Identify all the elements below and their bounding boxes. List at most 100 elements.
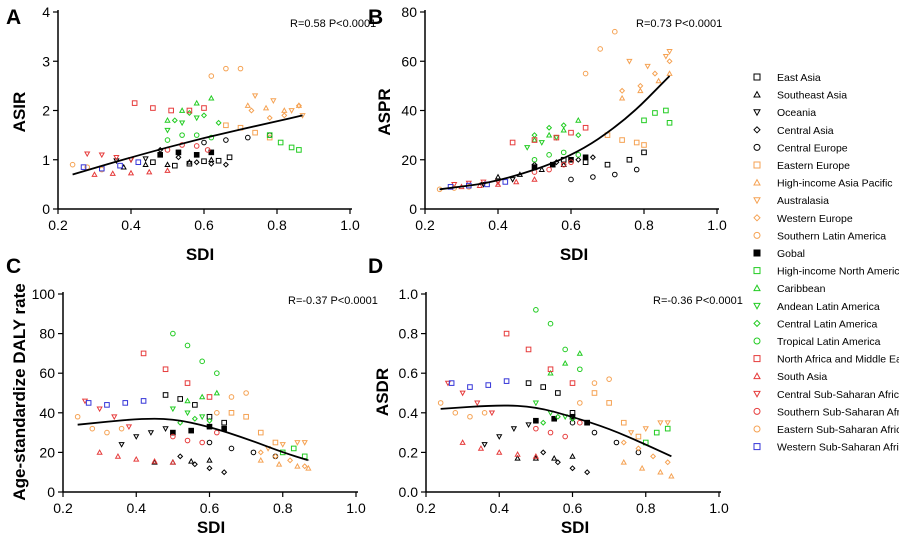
data-point [157, 152, 163, 158]
data-point [175, 149, 182, 156]
data-point [243, 390, 249, 396]
panel-c: C Age-standardize DALY rate SDI R=-0.37 … [6, 255, 378, 537]
x-tick-label: 0.8 [636, 500, 656, 516]
series-southern-sub-saharan-africa [170, 429, 220, 446]
data-point [89, 425, 96, 432]
data-point [666, 58, 673, 65]
legend-item-oceania: Oceania [753, 107, 816, 119]
data-point [184, 397, 191, 404]
data-point [164, 167, 171, 173]
data-point [575, 152, 582, 158]
data-point [208, 94, 215, 101]
x-tick-label: 0.2 [416, 500, 436, 516]
data-point [172, 162, 178, 169]
data-point [199, 439, 205, 446]
data-point [555, 390, 561, 396]
data-point [226, 154, 233, 161]
data-point [569, 465, 576, 472]
data-point [140, 350, 147, 357]
data-point [525, 346, 532, 353]
data-point [135, 159, 142, 166]
data-point [228, 394, 235, 400]
data-point [257, 429, 264, 436]
x-tick-label: 1.0 [709, 500, 729, 516]
y-tick-label: 60 [401, 53, 417, 69]
data-point [532, 453, 540, 459]
data-point [547, 320, 554, 327]
data-point [272, 453, 279, 460]
data-point [562, 359, 569, 366]
data-point [606, 400, 612, 406]
data-point [201, 105, 207, 111]
series-southern-sub-saharan-africa [164, 142, 211, 153]
series-southeast-asia [120, 156, 215, 170]
data-point [186, 158, 193, 165]
stat-annotation-c: R=-0.37 P<0.0001 [288, 295, 378, 307]
x-axis-title-c: SDI [197, 518, 225, 537]
data-point [626, 58, 633, 65]
legend-marker-icon [753, 337, 761, 345]
data-point [584, 469, 591, 476]
data-point [223, 122, 229, 129]
data-point [510, 426, 518, 432]
data-point [651, 70, 658, 77]
data-point [503, 330, 510, 337]
data-point [655, 77, 662, 84]
series-high-income-north-america [642, 425, 671, 446]
data-point [164, 127, 171, 134]
data-point [251, 93, 259, 100]
data-point [540, 384, 547, 390]
data-point [164, 161, 171, 168]
y-tick-label: 0.0 [399, 484, 419, 500]
data-point [118, 425, 125, 432]
data-point [98, 152, 105, 159]
data-point [245, 134, 251, 141]
data-point [177, 453, 184, 460]
data-point [248, 107, 255, 114]
data-point [494, 173, 502, 180]
series-tropical-latin-america [531, 149, 582, 163]
data-point [170, 433, 176, 440]
x-tick-label: 0.2 [48, 217, 68, 233]
x-axis-title-d: SDI [561, 518, 589, 537]
fit-curve-b [439, 75, 671, 191]
legend-item-southeast-asia: Southeast Asia [753, 90, 847, 102]
panel-letter-a: A [6, 6, 21, 29]
data-point [553, 135, 560, 141]
data-point [200, 112, 208, 119]
data-point [474, 400, 481, 407]
series-north-africa-and-middle-east [131, 100, 207, 114]
legend-marker-icon [753, 372, 761, 380]
data-point [653, 429, 660, 436]
data-point [192, 402, 198, 408]
data-point [114, 453, 122, 459]
series-tropical-latin-america [170, 330, 220, 377]
data-point [589, 154, 596, 161]
x-tick-label: 0.4 [490, 500, 510, 516]
data-point [279, 442, 286, 448]
data-point [113, 154, 120, 161]
data-point [481, 410, 488, 416]
data-point [193, 152, 200, 158]
y-tick-label: 0.6 [399, 365, 419, 381]
data-point [74, 413, 81, 420]
data-point [540, 449, 547, 456]
data-point [568, 129, 574, 136]
x-tick-label: 0.6 [194, 217, 214, 233]
x-tick-label: 0.2 [415, 217, 435, 233]
plot-area-c: 0.2 0.4 0.6 0.8 1.0 0 20 40 60 80 100 [32, 286, 366, 516]
data-point [199, 414, 206, 421]
y-tick-label: 80 [39, 326, 55, 342]
x-tick-label: 0.4 [121, 217, 141, 233]
data-point [509, 177, 516, 183]
data-point [193, 115, 200, 122]
legend-marker-icon [753, 443, 761, 451]
data-point [84, 151, 91, 158]
legend-marker-icon [753, 390, 761, 398]
data-point [151, 457, 158, 464]
data-point [213, 389, 220, 396]
data-point [666, 70, 673, 76]
legend-item-high-income-north-america: High-income North America [753, 266, 899, 278]
data-point [560, 161, 567, 168]
data-point [577, 400, 583, 406]
